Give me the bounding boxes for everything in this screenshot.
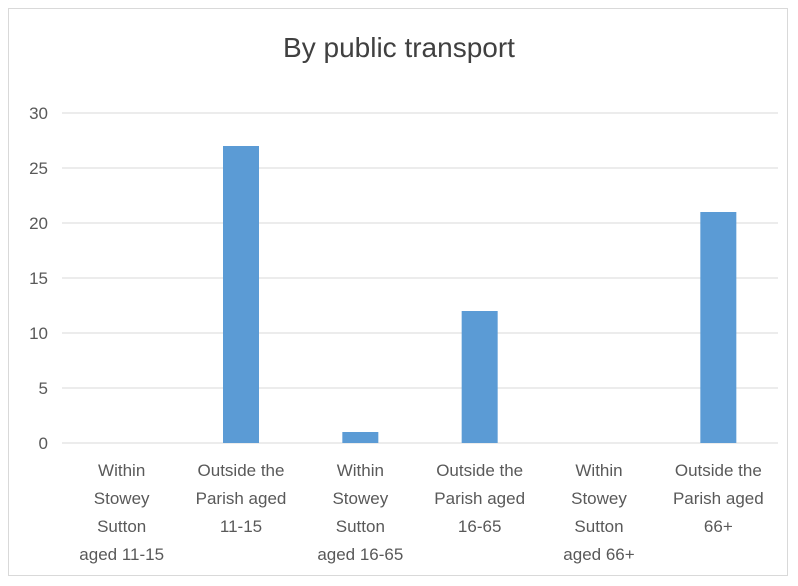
x-category-label-line: Parish aged bbox=[196, 489, 287, 508]
x-category-label-line: aged 11-15 bbox=[79, 545, 164, 564]
x-category-label-line: 16-65 bbox=[458, 517, 501, 536]
x-category-label-line: aged 66+ bbox=[563, 545, 634, 564]
y-tick-label: 25 bbox=[29, 159, 48, 178]
x-category-label-line: aged 16-65 bbox=[317, 545, 403, 564]
x-category-label-line: Sutton bbox=[574, 517, 623, 536]
chart-title: By public transport bbox=[283, 32, 515, 63]
x-category-label-line: Parish aged bbox=[673, 489, 764, 508]
x-category-label-line: 11-15 bbox=[220, 517, 262, 536]
x-category-label-line: Within bbox=[575, 461, 622, 480]
x-category-label-line: Within bbox=[98, 461, 145, 480]
gridlines bbox=[62, 112, 778, 444]
x-category-label-line: Outside the bbox=[198, 461, 285, 480]
bar bbox=[223, 146, 259, 443]
y-tick-label: 10 bbox=[29, 324, 48, 343]
x-category-label: Outside the Parish aged 11-15 bbox=[196, 461, 287, 536]
x-category-label-line: Sutton bbox=[336, 517, 385, 536]
y-tick-label: 20 bbox=[29, 214, 48, 233]
x-category-label-line: Sutton bbox=[97, 517, 146, 536]
x-category-label-line: 66+ bbox=[704, 517, 733, 536]
x-category-label-line: Parish aged bbox=[434, 489, 525, 508]
x-category-label: Within Stowey Sutton aged 66+ bbox=[563, 461, 634, 564]
y-tick-label: 0 bbox=[39, 434, 48, 453]
x-category-label-line: Stowey bbox=[571, 489, 627, 508]
y-axis-tick-labels: 0 5 10 15 20 25 30 bbox=[29, 104, 48, 453]
y-tick-label: 5 bbox=[39, 379, 48, 398]
bars bbox=[223, 146, 737, 443]
x-category-label-line: Outside the bbox=[675, 461, 762, 480]
x-category-label-line: Stowey bbox=[332, 489, 388, 508]
chart-frame bbox=[8, 8, 788, 576]
y-tick-label: 30 bbox=[29, 104, 48, 123]
x-category-label-line: Stowey bbox=[94, 489, 150, 508]
x-category-label-line: Outside the bbox=[436, 461, 523, 480]
x-axis-category-labels: Within Stowey Sutton aged 11-15 Outside the P… bbox=[79, 461, 763, 564]
x-category-label-line: Within bbox=[337, 461, 384, 480]
y-tick-label: 15 bbox=[29, 269, 48, 288]
bar bbox=[700, 212, 737, 443]
x-category-label: Outside the Parish aged 16-65 bbox=[434, 461, 525, 536]
bar bbox=[461, 311, 498, 443]
x-category-label: Outside the Parish aged 66+ bbox=[673, 461, 764, 536]
x-category-label: Within Stowey Sutton aged 11-15 bbox=[79, 461, 164, 564]
x-category-label: Within Stowey Sutton aged 16-65 bbox=[317, 461, 403, 564]
bar bbox=[342, 432, 379, 443]
